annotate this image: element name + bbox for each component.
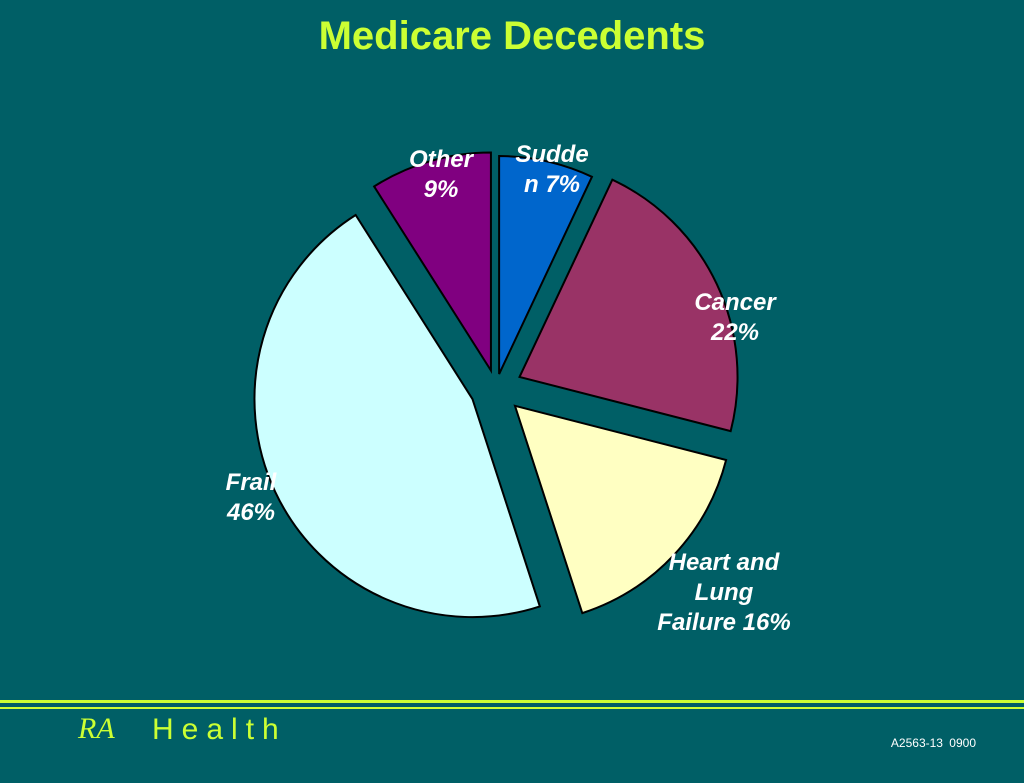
- pie-slice-frail: [253, 213, 542, 619]
- slice-label-other: Other 9%: [409, 146, 475, 203]
- pie-chart: Sudde n 7% Cancer 22% Heart and Lung Failure 1…: [226, 141, 791, 636]
- footer-rule-top: [0, 700, 1024, 703]
- pie-slice-sudden: [498, 155, 594, 375]
- slice-label-sudden: Sudde n 7%: [515, 141, 588, 198]
- pie-slice-other: [372, 151, 492, 374]
- brand-logo-health: Health: [152, 713, 287, 746]
- pie-slice-heart-and-lung-failure: [513, 404, 728, 615]
- chart-title: Medicare Decedents: [318, 14, 706, 58]
- slice-label-cancer: Cancer 22%: [694, 289, 777, 346]
- slide-code: A2563-13 0900: [890, 736, 976, 750]
- footer-rule-bottom: [0, 707, 1024, 709]
- pie-slice-cancer: [518, 178, 739, 433]
- brand-logo-ra: RA: [78, 712, 115, 745]
- slice-label-frail: Frail 46%: [226, 469, 278, 526]
- slice-label-heart-and-lung-failure: Heart and Lung Failure 16%: [657, 549, 790, 636]
